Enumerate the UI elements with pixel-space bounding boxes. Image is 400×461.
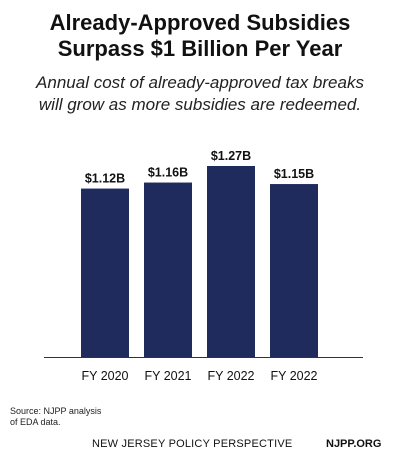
data-label-3: $1.27B xyxy=(211,149,251,163)
bar-3 xyxy=(207,166,255,357)
data-label-1: $1.12B xyxy=(85,172,125,186)
chart-title: Already-Approved Subsidies Surpass $1 Bi… xyxy=(0,10,400,62)
footer: NEW JERSEY POLICY PERSPECTIVE NJPP.ORG xyxy=(0,438,400,456)
chart-title-line-1: Already-Approved Subsidies xyxy=(49,10,351,35)
data-label-2: $1.16B xyxy=(148,166,188,180)
chart-title-line-2: Surpass $1 Billion Per Year xyxy=(57,36,343,61)
category-label-3: FY 2022 xyxy=(207,369,254,383)
source-note: Source: NJPP analysis of EDA data. xyxy=(10,406,170,428)
category-label-4: FY 2022 xyxy=(270,369,317,383)
website-link[interactable]: NJPP.ORG xyxy=(326,438,382,450)
chart-subtitle-line-1: Annual cost of already-approved tax brea… xyxy=(36,73,364,92)
source-line-1: Source: NJPP analysis xyxy=(10,406,102,416)
bar-4 xyxy=(270,184,318,357)
bar-1 xyxy=(81,188,129,357)
chart-subtitle-line-2: will grow as more subsidies are redeemed… xyxy=(38,95,362,114)
data-label-4: $1.15B xyxy=(274,167,314,181)
chart-subtitle: Annual cost of already-approved tax brea… xyxy=(0,72,400,116)
organization-name: NEW JERSEY POLICY PERSPECTIVE xyxy=(92,438,293,450)
bar-chart: $1.12B FY 2020 $1.16B FY 2021 $1.27B FY 2022 $… xyxy=(44,149,363,383)
category-label-1: FY 2020 xyxy=(81,369,128,383)
bar-2 xyxy=(144,182,192,357)
category-label-2: FY 2021 xyxy=(144,369,191,383)
source-line-2: of EDA data. xyxy=(10,417,61,427)
